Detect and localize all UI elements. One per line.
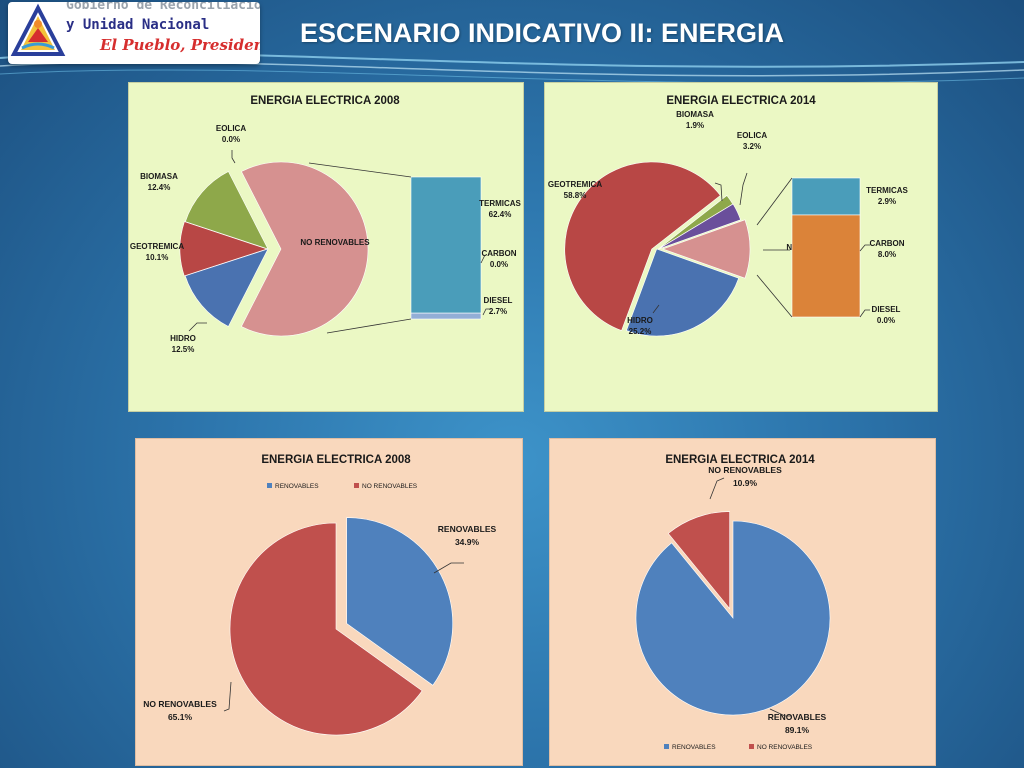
pie-label-no-renovables: NO RENOVABLES (708, 465, 782, 475)
pie-slice-hidro (626, 248, 740, 337)
pie-label-hidro: HIDRO (627, 316, 653, 325)
pie-label-biomasa: BIOMASA (676, 110, 714, 119)
bar-label-termicas: TERMICAS (479, 199, 521, 208)
bar-value-termicas: 62.4% (489, 210, 512, 219)
chart-title: ENERGIA ELECTRICA 2008 (261, 454, 411, 466)
pie-value-geotremica: 58.8% (564, 191, 587, 200)
bar-label-carbon: CARBON (481, 249, 516, 258)
bar-segment-termicas (410, 176, 482, 314)
pie-value-eolica: 0.0% (222, 135, 240, 144)
pie-slice-no-renovables (667, 511, 730, 610)
pie-value-renovables: 34.9% (455, 537, 480, 547)
connector-line-2 (326, 318, 412, 334)
leader-eolica (739, 172, 748, 206)
chart-2008-renewables: ENERGIA ELECTRICA 2008 RENOVABLES NO RENOV… (143, 454, 497, 736)
legend-swatch-no-renovables (749, 744, 754, 749)
bar-segment-diesel (410, 312, 482, 320)
pie-label-no-renovables: NO RENOVABLES (143, 699, 217, 709)
pie-label-renovables: RENOVABLES (768, 712, 827, 722)
legend-item-no-renovables: NO RENOVABLES (757, 744, 813, 751)
leader-renovables (769, 708, 792, 717)
bar-label-diesel: DIESEL (872, 305, 901, 314)
legend-item-renovables: RENOVABLES (672, 744, 716, 751)
pie-slice-no-renovables (229, 522, 423, 736)
pie-label-eolica: EOLICA (737, 131, 767, 140)
chart-panel-2008-breakdown: ENERGIA ELECTRICA 2008 NO RENOVABLES HIDRO… (128, 82, 524, 412)
pie-slice-eolica (658, 203, 741, 250)
bar-leader-carbon (859, 244, 870, 252)
connector-line-1 (308, 162, 412, 178)
pie-slice-geotremica (564, 161, 721, 331)
leader-eolica (231, 150, 236, 164)
pie-label-hidro: HIDRO (170, 334, 196, 343)
pie-slice-no-renovables (241, 161, 369, 337)
bar-segment-termicas (791, 177, 861, 216)
legend-item-no-renovables: NO RENOVABLES (362, 483, 418, 490)
chart-2008-breakdown: ENERGIA ELECTRICA 2008 NO RENOVABLES HIDRO… (130, 95, 522, 354)
pie-label-biomasa: BIOMASA (140, 172, 178, 181)
connector-line-2 (756, 274, 793, 318)
bar-value-carbon: 8.0% (878, 250, 896, 259)
triangle-emblem-icon (10, 3, 66, 56)
bar-label-diesel: DIESEL (484, 296, 513, 305)
chart-panel-2014-breakdown: ENERGIA ELECTRICA 2014NO RENOVABLESHIDRO… (544, 82, 938, 412)
pie-label-eolica: EOLICA (216, 124, 246, 133)
pie-value-hidro: 25.2% (629, 327, 652, 336)
bar-value-diesel: 2.7% (489, 307, 507, 316)
bar-value-termicas: 2.9% (878, 197, 896, 206)
connector-line-1 (756, 177, 793, 226)
logo-line-1: Gobierno de Reconciliacio (66, 2, 260, 13)
pie-value-biomasa: 12.4% (148, 183, 171, 192)
logo-line-2: y Unidad Nacional (66, 17, 210, 33)
pie-slice-no-renovables (662, 219, 751, 279)
pie-slice-biomasa (185, 171, 269, 250)
pie-label-no-renovables: NO RENOVABLES (300, 238, 370, 247)
pie-value-hidro: 12.5% (172, 345, 195, 354)
pie-label-geotremica: GEOTREMICA (548, 180, 602, 189)
slide-title: ESCENARIO INDICATIVO II: ENERGIA (300, 18, 785, 48)
bar-leader-diesel (482, 308, 491, 316)
chart-title: ENERGIA ELECTRICA 2008 (250, 95, 400, 107)
leader-no-renovables (709, 477, 725, 500)
pie-value-no-renovables: 65.1% (168, 712, 193, 722)
legend-swatch-renovables (267, 483, 272, 488)
bar-value-diesel: 0.0% (877, 316, 895, 325)
pie-slice-geotremica (179, 221, 268, 277)
legend-swatch-no-renovables (354, 483, 359, 488)
pie-value-biomasa: 1.9% (686, 121, 704, 130)
bar-label-carbon: CARBON (869, 239, 904, 248)
leader-hidro (652, 304, 660, 314)
chart-title: ENERGIA ELECTRICA 2014 (665, 454, 815, 466)
bar-leader-carbon (480, 254, 486, 264)
legend-swatch-renovables (664, 744, 669, 749)
pie-slice-renovables (346, 517, 453, 686)
chart-title: ENERGIA ELECTRICA 2014 (666, 95, 816, 107)
pie-value-geotremica: 10.1% (146, 253, 169, 262)
pie-value-renovables: 89.1% (785, 725, 810, 735)
chart-panel-2014-renewables: ENERGIA ELECTRICA 2014 RENOVABLES NO RENOV… (549, 438, 936, 766)
logo-tagline: El Pueblo, Presidente! (100, 36, 260, 54)
leader-no-renovables (223, 681, 232, 712)
bar-leader-diesel (859, 309, 870, 318)
bar-label-termicas: TERMICAS (866, 186, 908, 195)
bar-value-carbon: 0.0% (490, 260, 508, 269)
leader-biomasa (714, 182, 723, 202)
pie-value-no-renovables: 10.9% (733, 478, 758, 488)
leader-hidro (188, 322, 207, 332)
bar-segment-carbon (791, 214, 861, 318)
pie-slice-hidro (184, 248, 269, 327)
chart-2014-breakdown: ENERGIA ELECTRICA 2014NO RENOVABLESHIDRO… (548, 95, 909, 337)
chart-2014-renewables: ENERGIA ELECTRICA 2014 RENOVABLES NO RENOV… (635, 454, 831, 751)
pie-slice-renovables (635, 520, 831, 716)
pie-label-renovables: RENOVABLES (438, 524, 497, 534)
chart-panel-2008-renewables: ENERGIA ELECTRICA 2008 RENOVABLES NO RENOV… (135, 438, 523, 766)
pie-label-geotremica: GEOTREMICA (130, 242, 184, 251)
leader-renovables (433, 562, 464, 574)
pie-value-eolica: 3.2% (743, 142, 761, 151)
legend-item-renovables: RENOVABLES (275, 483, 319, 490)
government-logo: Gobierno de Reconciliacio y Unidad Nacio… (8, 2, 260, 64)
